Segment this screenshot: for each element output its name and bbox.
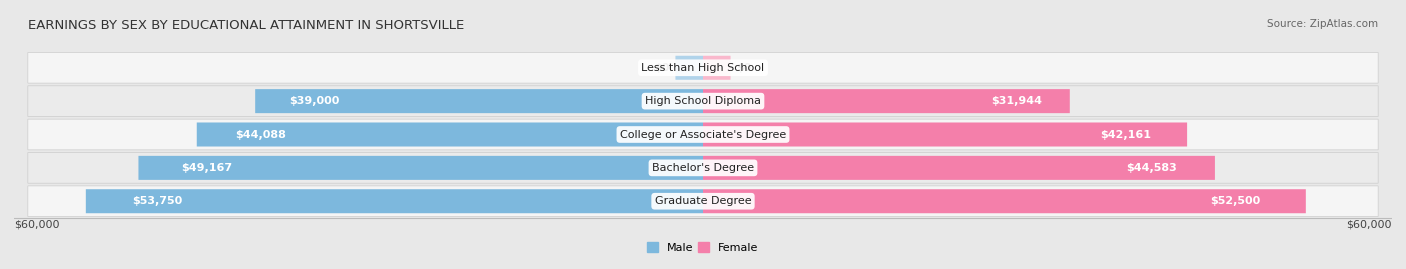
Text: $53,750: $53,750 <box>132 196 183 206</box>
FancyBboxPatch shape <box>703 122 1187 147</box>
FancyBboxPatch shape <box>28 153 1378 183</box>
FancyBboxPatch shape <box>256 89 703 113</box>
FancyBboxPatch shape <box>28 186 1378 217</box>
Text: $0: $0 <box>654 63 669 73</box>
Text: Source: ZipAtlas.com: Source: ZipAtlas.com <box>1267 19 1378 29</box>
Text: $44,583: $44,583 <box>1126 163 1177 173</box>
Legend: Male, Female: Male, Female <box>647 242 759 253</box>
FancyBboxPatch shape <box>703 156 1215 180</box>
FancyBboxPatch shape <box>86 189 703 213</box>
FancyBboxPatch shape <box>703 89 1070 113</box>
Text: $52,500: $52,500 <box>1211 196 1261 206</box>
Text: High School Diploma: High School Diploma <box>645 96 761 106</box>
Text: $31,944: $31,944 <box>991 96 1042 106</box>
FancyBboxPatch shape <box>28 52 1378 83</box>
FancyBboxPatch shape <box>197 122 703 147</box>
FancyBboxPatch shape <box>703 189 1306 213</box>
FancyBboxPatch shape <box>28 119 1378 150</box>
Text: $44,088: $44,088 <box>235 129 285 140</box>
Text: EARNINGS BY SEX BY EDUCATIONAL ATTAINMENT IN SHORTSVILLE: EARNINGS BY SEX BY EDUCATIONAL ATTAINMEN… <box>28 19 464 32</box>
FancyBboxPatch shape <box>675 56 703 80</box>
Text: $39,000: $39,000 <box>288 96 339 106</box>
FancyBboxPatch shape <box>703 56 731 80</box>
FancyBboxPatch shape <box>138 156 703 180</box>
Text: $42,161: $42,161 <box>1099 129 1150 140</box>
Text: Bachelor's Degree: Bachelor's Degree <box>652 163 754 173</box>
Text: $60,000: $60,000 <box>14 219 59 229</box>
FancyBboxPatch shape <box>28 86 1378 116</box>
Text: College or Associate's Degree: College or Associate's Degree <box>620 129 786 140</box>
Text: $60,000: $60,000 <box>1347 219 1392 229</box>
Text: $0: $0 <box>737 63 752 73</box>
Text: Graduate Degree: Graduate Degree <box>655 196 751 206</box>
Text: $49,167: $49,167 <box>181 163 232 173</box>
Text: Less than High School: Less than High School <box>641 63 765 73</box>
